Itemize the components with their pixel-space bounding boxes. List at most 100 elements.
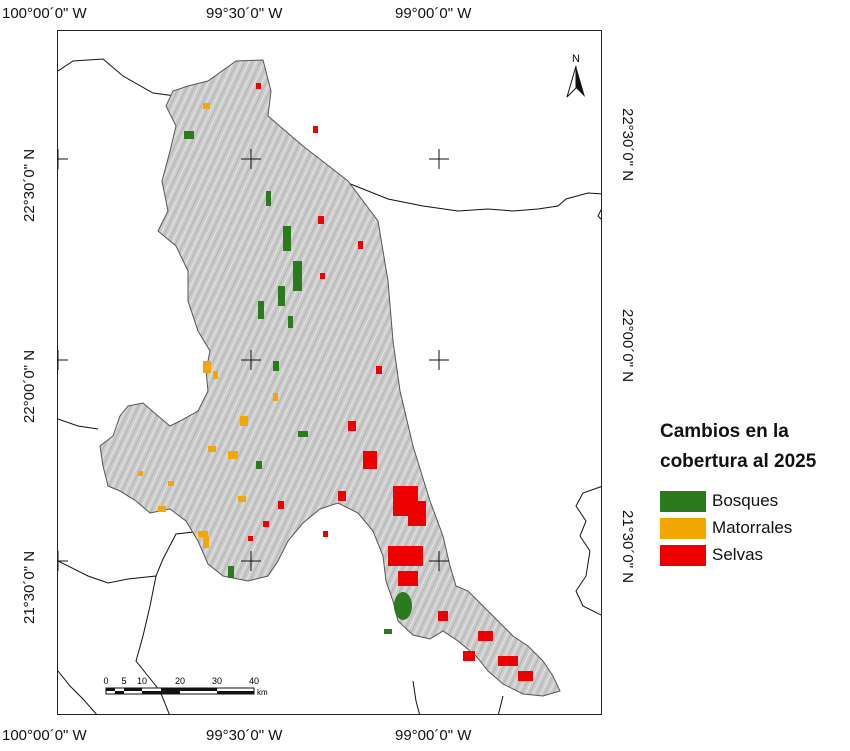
bosques-patch (298, 431, 308, 437)
bosques-patch (278, 286, 285, 306)
north-arrow: N (566, 53, 585, 98)
coord-bottom-2: 99°30´0" W (206, 727, 283, 744)
coord-top-1: 100°00´0" W (2, 5, 87, 22)
selvas-patch (318, 216, 324, 224)
map-frame: N 0 5 10 20 30 40 km (57, 30, 602, 715)
legend-title-line2: cobertura al 2025 (660, 451, 817, 472)
graticule-cross (58, 149, 68, 169)
scale-tick-30: 30 (212, 676, 222, 686)
scale-bar: 0 5 10 20 30 40 km (103, 676, 268, 697)
legend-swatch-selvas (660, 544, 706, 566)
graticule-cross (241, 551, 261, 571)
scale-bar-segment (142, 691, 161, 694)
selvas-patch (408, 501, 426, 526)
selvas-patch (248, 536, 253, 541)
bosques-patch (283, 226, 291, 251)
north-arrow-left-half (566, 65, 577, 98)
selvas-patch (320, 273, 325, 279)
matorrales-patch (213, 371, 218, 379)
graticule-cross (58, 551, 68, 571)
matorrales-patch (228, 451, 238, 459)
selvas-patches (248, 83, 533, 681)
coord-left-1: 22°30´0" N (21, 148, 38, 222)
coord-left-2: 22°00´0" N (21, 349, 38, 423)
matorrales-patch (238, 496, 246, 502)
selvas-patch (498, 656, 518, 666)
graticule-cross (241, 149, 261, 169)
bosques-patch (288, 316, 293, 328)
matorrales-patch (240, 416, 248, 426)
bosques-patch (394, 592, 412, 620)
selvas-patch (338, 491, 346, 501)
bosques-patch (273, 361, 279, 371)
bosques-patch (266, 191, 271, 206)
coord-bottom-3: 99°00´0" W (395, 727, 472, 744)
scale-tick-40: 40 (249, 676, 259, 686)
coord-bottom-1: 100°00´0" W (2, 727, 87, 744)
bosques-patch (384, 629, 392, 634)
study-region (99, 59, 561, 697)
coord-top-2: 99°30´0" W (206, 5, 283, 22)
matorrales-patches (138, 103, 278, 548)
graticule-cross (429, 551, 449, 571)
selvas-patch (348, 421, 356, 431)
bosques-patch (184, 131, 194, 139)
matorrales-patch (208, 446, 216, 452)
matorrales-patch (203, 103, 210, 109)
matorrales-patch (273, 393, 278, 401)
selvas-patch (478, 631, 493, 641)
selvas-patch (398, 571, 418, 586)
scale-bar-segment (106, 688, 115, 691)
boundary-west-1 (58, 418, 99, 430)
selvas-patch (263, 521, 269, 527)
matorrales-patch (203, 361, 211, 373)
north-arrow-label: N (572, 53, 580, 65)
scale-unit: km (257, 688, 268, 697)
legend-label-bosques: Bosques (712, 491, 779, 510)
scale-tick-20: 20 (175, 676, 185, 686)
coord-right-3: 21°30´0" N (619, 510, 636, 584)
selvas-patch (363, 451, 377, 469)
boundary-southeast (575, 486, 601, 616)
scale-tick-5: 5 (121, 676, 126, 686)
boundary-north-east (347, 182, 601, 212)
graticule-cross (241, 350, 261, 370)
scale-bar-segment (180, 688, 217, 691)
selvas-patch (256, 83, 261, 89)
scale-bar-segment (161, 688, 180, 694)
scale-tick-0: 0 (103, 676, 108, 686)
bosques-patch (293, 261, 302, 291)
coord-right-2: 22°00´0" N (619, 309, 636, 383)
boundary-east (597, 208, 601, 220)
matorrales-patch (203, 536, 209, 548)
scale-tick-10: 10 (137, 676, 147, 686)
coord-right-1: 22°30´0" N (619, 108, 636, 182)
matorrales-patch (168, 481, 174, 486)
graticule (58, 149, 449, 571)
bosques-patches (184, 131, 412, 634)
coord-left-3: 21°30´0" N (21, 550, 38, 624)
coord-top-3: 99°00´0" W (395, 5, 472, 22)
graticule-cross (429, 149, 449, 169)
boundary-south-1 (58, 670, 97, 714)
bosques-patch (256, 461, 262, 469)
selvas-patch (463, 651, 475, 661)
boundary-south-3 (497, 695, 504, 714)
matorrales-patch (138, 471, 143, 476)
graticule-cross (58, 350, 68, 370)
matorrales-patch (198, 531, 208, 537)
boundary-southwest (58, 530, 204, 584)
map-canvas: N 0 5 10 20 30 40 km (58, 53, 601, 714)
bosques-patch (258, 301, 264, 319)
legend-label-matorrales: Matorrales (712, 518, 793, 537)
graticule-cross (429, 350, 449, 370)
north-arrow-right-half (576, 66, 585, 97)
selvas-patch (388, 546, 423, 566)
bosques-patch (228, 566, 234, 578)
selvas-patch (358, 241, 363, 249)
legend-item-selvas: Selvas (660, 544, 763, 566)
selvas-patch (438, 611, 448, 621)
scale-bar-segment (115, 691, 124, 694)
legend-label-selvas: Selvas (712, 545, 764, 564)
selvas-patch (323, 531, 328, 537)
